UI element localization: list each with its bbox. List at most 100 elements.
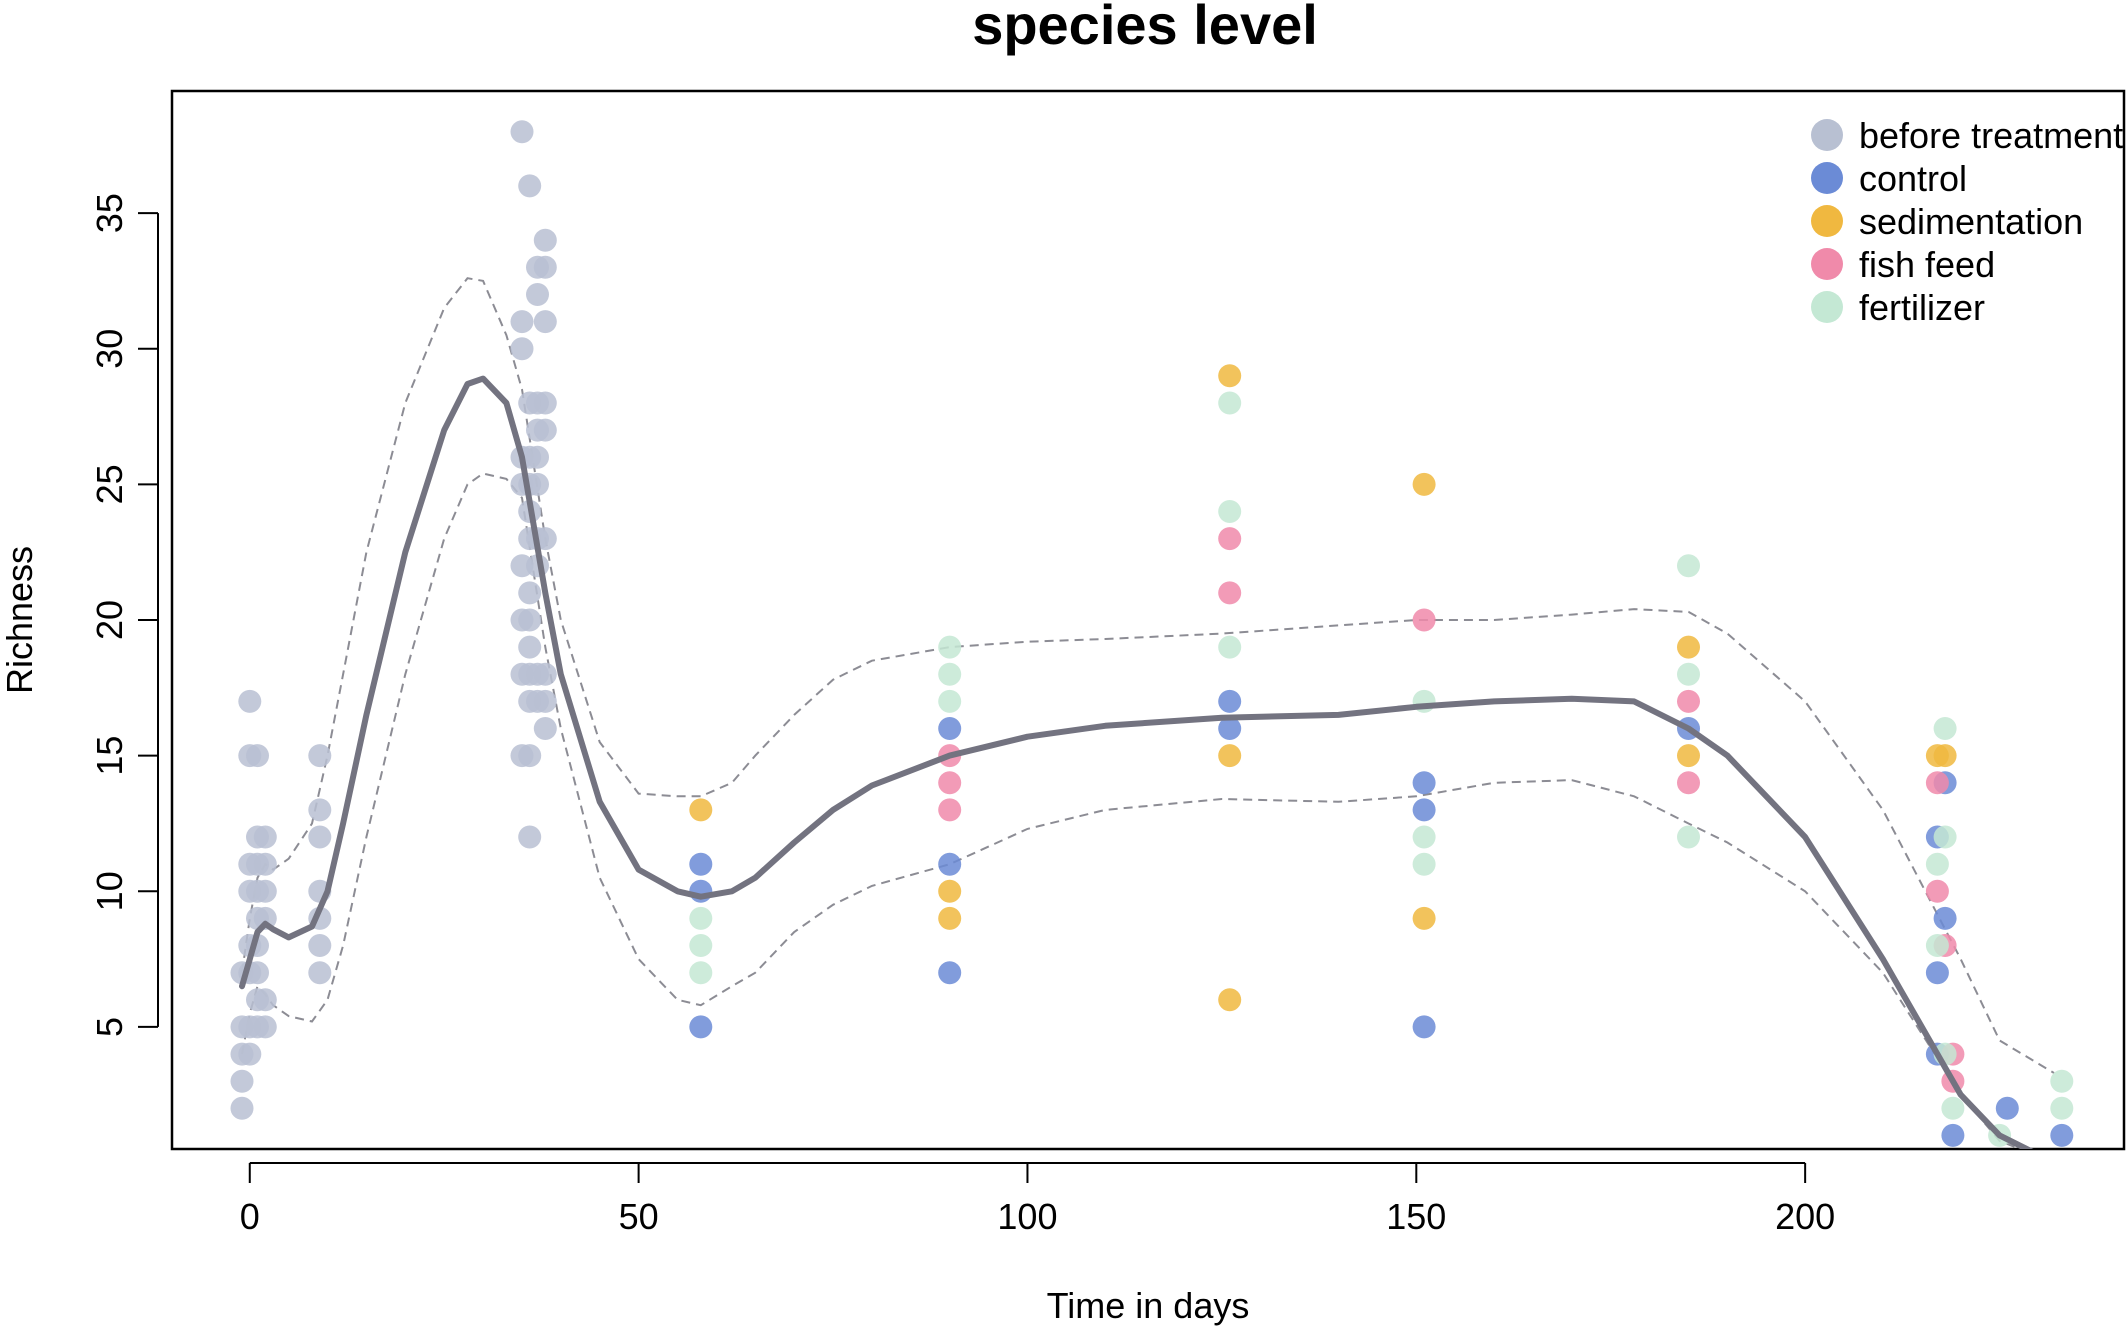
data-point	[1218, 635, 1242, 659]
data-point	[1412, 771, 1436, 795]
data-point	[1677, 825, 1700, 849]
plot-frame	[170, 89, 2126, 1151]
data-point	[1925, 934, 1949, 957]
data-point	[1941, 1123, 1965, 1147]
data-point	[1677, 744, 1700, 768]
trend-line	[239, 375, 2034, 1149]
data-point	[253, 906, 277, 930]
data-point	[1925, 852, 1949, 876]
x-tick-label: 200	[1775, 1196, 1835, 1237]
data-points	[230, 120, 2074, 1147]
data-point	[518, 825, 542, 849]
legend-marker	[1811, 248, 1843, 280]
y-tick-label: 5	[89, 1017, 130, 1037]
chart-title: species level	[972, 0, 1318, 56]
data-point	[510, 120, 534, 144]
legend-marker	[1811, 162, 1843, 194]
legend-marker	[1811, 205, 1843, 237]
data-point	[938, 717, 962, 740]
data-point	[1933, 906, 1957, 930]
data-point	[533, 255, 557, 279]
data-point	[533, 391, 557, 415]
ci-upper-line	[241, 277, 2055, 1074]
data-point	[1941, 1096, 1965, 1120]
data-point	[533, 418, 557, 442]
legend-label: fertilizer	[1859, 287, 1985, 328]
data-point	[253, 852, 277, 876]
data-point	[230, 1096, 254, 1120]
data-point	[1218, 527, 1242, 551]
data-point	[246, 961, 269, 985]
data-point	[1412, 798, 1436, 822]
legend-label: fish feed	[1859, 244, 1995, 285]
data-point	[1218, 364, 1242, 388]
data-point	[2050, 1123, 2074, 1147]
data-point	[308, 744, 332, 768]
data-point	[938, 635, 962, 659]
data-point	[308, 825, 332, 849]
data-point	[1995, 1096, 2019, 1120]
data-point	[526, 472, 549, 496]
data-point	[308, 934, 332, 957]
data-point	[938, 771, 962, 795]
data-point	[1677, 635, 1700, 659]
data-point	[253, 988, 277, 1012]
y-tick-label: 35	[89, 193, 130, 233]
data-point	[689, 798, 713, 822]
x-axis-label: Time in days	[1047, 1285, 1250, 1326]
confidence-band	[241, 277, 2055, 1149]
legend: before treatmentcontrolsedimentationfish…	[1811, 115, 2123, 328]
data-point	[938, 961, 962, 985]
data-point	[518, 635, 542, 659]
data-point	[510, 310, 534, 334]
data-point	[689, 852, 713, 876]
y-axis-label: Richness	[0, 546, 40, 694]
data-point	[689, 934, 713, 957]
y-tick-label: 20	[89, 600, 130, 640]
data-point	[1677, 689, 1700, 713]
data-point	[238, 1042, 262, 1066]
data-point	[1677, 662, 1700, 686]
data-point	[1412, 825, 1436, 849]
y-tick-label: 10	[89, 871, 130, 911]
series-before-treatment	[230, 120, 557, 1120]
data-point	[1925, 879, 1949, 903]
data-point	[1218, 744, 1242, 768]
data-point	[253, 879, 277, 903]
data-point	[1218, 581, 1242, 605]
y-tick-label: 15	[89, 736, 130, 776]
data-point	[938, 798, 962, 822]
data-point	[2050, 1096, 2074, 1120]
data-point	[1412, 852, 1436, 876]
data-point	[1218, 689, 1242, 713]
data-point	[238, 689, 262, 713]
data-point	[533, 689, 557, 713]
data-point	[533, 228, 557, 252]
data-point	[1412, 906, 1436, 930]
data-point	[526, 445, 549, 469]
series-fish-feed	[938, 527, 1965, 1093]
trend-curve	[239, 375, 2034, 1149]
data-point	[518, 608, 542, 632]
data-point	[1412, 608, 1436, 632]
data-point	[253, 1015, 277, 1039]
data-point	[689, 1015, 713, 1039]
data-point	[938, 879, 962, 903]
data-point	[1933, 825, 1957, 849]
series-sedimentation	[689, 364, 1957, 1012]
data-point	[533, 310, 557, 334]
data-point	[938, 906, 962, 930]
data-point	[1933, 717, 1957, 740]
data-point	[689, 961, 713, 985]
y-tick-label: 25	[89, 464, 130, 504]
data-point	[689, 906, 713, 930]
data-point	[1218, 988, 1242, 1012]
data-point	[1218, 717, 1242, 740]
ci-lower-line	[241, 472, 2023, 1149]
y-axis: 5 10 15 20 25 30 35	[89, 193, 159, 1037]
y-tick-label: 30	[89, 329, 130, 369]
x-tick-label: 100	[997, 1196, 1057, 1237]
legend-label: sedimentation	[1859, 201, 2083, 242]
data-point	[526, 283, 549, 306]
